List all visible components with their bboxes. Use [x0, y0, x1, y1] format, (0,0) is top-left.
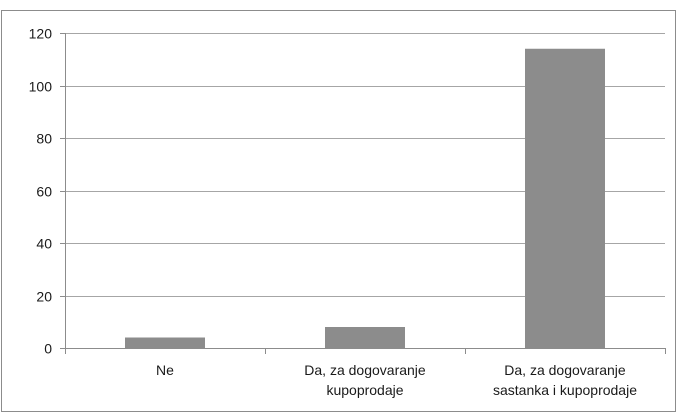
bar — [525, 48, 605, 348]
bar — [125, 337, 205, 348]
y-tick-label: 0 — [44, 341, 52, 357]
bars — [125, 48, 605, 348]
x-tick-label-line: sastanka i kupoprodaje — [493, 382, 637, 398]
y-tick-label: 80 — [36, 131, 52, 147]
y-tick-label: 60 — [36, 184, 52, 200]
x-tick-label-line: Ne — [156, 362, 174, 378]
bar — [325, 327, 405, 348]
y-tick-label: 120 — [29, 26, 53, 42]
x-tick-label: Da, za dogovaranje sastanka i kupoprodaje — [493, 362, 637, 398]
x-tick-label-line: Da, za dogovaranje — [304, 362, 426, 378]
y-tick-label: 40 — [36, 236, 52, 252]
chart-frame — [1, 10, 676, 412]
x-tick-label: Da, za dogovaranje kupoprodaje — [304, 362, 426, 398]
y-tick-labels: 0 20 40 60 80 100 120 — [29, 26, 53, 357]
x-tick-label-line: Da, za dogovaranje — [504, 362, 626, 378]
y-tick-label: 100 — [29, 79, 53, 95]
axes — [65, 33, 666, 354]
y-tick-label: 20 — [36, 289, 52, 305]
x-tick-label-line: kupoprodaje — [326, 382, 403, 398]
x-tick-label: Ne — [156, 362, 174, 378]
